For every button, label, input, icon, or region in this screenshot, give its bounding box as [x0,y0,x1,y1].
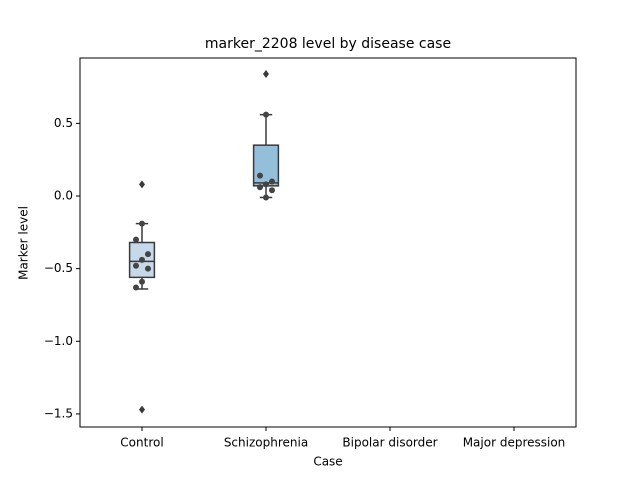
y-axis-label: Marker level [17,206,31,280]
x-axis-label: Case [313,455,342,469]
swarm-point [139,278,145,285]
swarm-point [133,262,139,269]
flier [263,69,269,78]
swarm-point [257,172,263,179]
chart-title: marker_2208 level by disease case [205,36,451,52]
swarm-point [145,265,151,272]
flier [139,180,145,189]
swarm-point [145,251,151,258]
swarm-point [269,187,275,194]
y-tick-label: 0.0 [54,189,73,203]
swarm-point [263,194,269,201]
x-tick-label: Bipolar disorder [342,436,437,450]
y-tick-label: −0.5 [44,261,73,275]
swarm-point [139,256,145,263]
x-tick-label: Major depression [463,436,566,450]
x-tick-label: Control [120,436,163,450]
box [252,144,280,187]
y-tick-label: −1.5 [44,406,73,420]
y-tick-label: −1.0 [44,334,73,348]
swarm-point [257,184,263,191]
x-tick-label: Schizophrenia [224,436,308,450]
swarm-point [263,181,269,188]
plot-frame [79,57,577,428]
swarm-point [139,220,145,227]
swarm-point [133,236,139,243]
flier [139,405,145,414]
swarm-point [263,111,269,118]
y-tick-label: 0.5 [54,116,73,130]
swarm-point [269,178,275,185]
swarm-point [133,284,139,291]
